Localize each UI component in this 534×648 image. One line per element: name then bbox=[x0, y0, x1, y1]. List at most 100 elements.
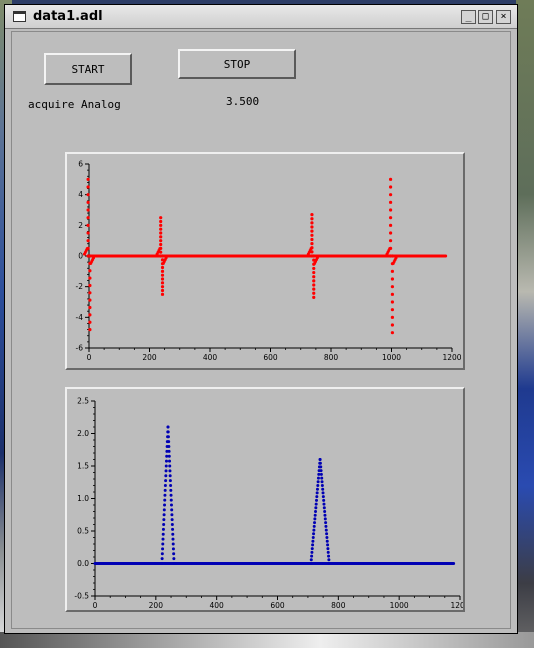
chart1-series bbox=[83, 178, 447, 335]
chart2-point bbox=[326, 540, 329, 543]
start-button[interactable]: START bbox=[44, 53, 132, 85]
chart2-point bbox=[315, 499, 318, 502]
chart2-point bbox=[165, 469, 168, 472]
chart1-x-tick-label: 800 bbox=[324, 353, 339, 362]
chart2-point bbox=[168, 469, 171, 472]
chart2-point bbox=[172, 557, 175, 560]
chart2-point bbox=[325, 529, 328, 532]
chart2-point bbox=[325, 536, 328, 539]
chart1-y-tick-label: -6 bbox=[76, 344, 84, 353]
chart2-point bbox=[167, 435, 170, 438]
chart2-y-tick-label: 0.5 bbox=[77, 527, 89, 536]
chart2-point bbox=[311, 540, 314, 543]
chart2-point bbox=[169, 474, 172, 477]
chart1-point bbox=[161, 281, 164, 284]
chart2-point bbox=[171, 533, 174, 536]
chart2-point bbox=[312, 532, 315, 535]
chart2-point bbox=[169, 489, 172, 492]
chart2-point bbox=[311, 543, 314, 546]
chart2-point bbox=[161, 543, 164, 546]
chart2-point bbox=[172, 543, 175, 546]
chart1-point bbox=[391, 331, 394, 334]
chart2-point bbox=[162, 538, 165, 541]
chart2-point bbox=[324, 525, 327, 528]
chart1-point bbox=[312, 279, 315, 282]
chart2-point bbox=[320, 477, 323, 480]
chart1-point bbox=[391, 254, 394, 257]
chart1-point bbox=[316, 256, 319, 259]
chart2-point bbox=[316, 488, 319, 491]
chart1-point bbox=[312, 275, 315, 278]
chart1-point bbox=[389, 178, 392, 181]
chart2-point bbox=[165, 465, 168, 468]
value-readout: 3.500 bbox=[226, 95, 259, 108]
chart2-point bbox=[317, 477, 320, 480]
chart1-point bbox=[88, 254, 91, 257]
window-icon[interactable] bbox=[13, 11, 26, 22]
stop-button[interactable]: STOP bbox=[178, 49, 296, 79]
chart2-point bbox=[163, 504, 166, 507]
chart2-point bbox=[160, 562, 163, 565]
close-icon[interactable]: × bbox=[496, 10, 511, 24]
chart2-point bbox=[171, 528, 174, 531]
chart2-point bbox=[167, 440, 170, 443]
chart2-x-tick-label: 800 bbox=[331, 601, 346, 610]
chart2-x-tick-label: 600 bbox=[270, 601, 285, 610]
chart2-x-tick-label: 200 bbox=[149, 601, 164, 610]
chart2-point bbox=[173, 562, 176, 565]
chart1-point bbox=[159, 224, 162, 227]
chart2-point bbox=[172, 547, 175, 550]
chart1-point bbox=[86, 193, 89, 196]
app-window: data1.adl _ □ × START STOP acquire Analo… bbox=[4, 4, 518, 634]
chart1-point bbox=[391, 277, 394, 280]
minimize-icon[interactable]: _ bbox=[461, 10, 476, 24]
chart2-point bbox=[164, 474, 167, 477]
chart1-point bbox=[88, 284, 91, 287]
chart1-point bbox=[389, 208, 392, 211]
chart2-point bbox=[168, 450, 171, 453]
chart2-point bbox=[309, 562, 312, 565]
chart2-y-tick-label: 2.5 bbox=[77, 397, 89, 406]
chart1-y-tick-label: 6 bbox=[78, 160, 83, 169]
chart1-point bbox=[307, 253, 310, 256]
chart2-point bbox=[163, 513, 166, 516]
chart1-x-tick-label: 1000 bbox=[382, 353, 401, 362]
chart1-point bbox=[161, 266, 164, 269]
chart1-point bbox=[389, 193, 392, 196]
chart1-point bbox=[161, 274, 164, 277]
chart2-point bbox=[161, 557, 164, 560]
maximize-icon[interactable]: □ bbox=[478, 10, 493, 24]
chart1-point bbox=[88, 306, 91, 309]
chart2-y-tick-label: 1.5 bbox=[77, 462, 89, 471]
chart2-point bbox=[170, 508, 173, 511]
chart2-point bbox=[324, 521, 327, 524]
chart1-point bbox=[391, 308, 394, 311]
chart1-point bbox=[86, 185, 89, 188]
chart2-point bbox=[322, 499, 325, 502]
chart1-point bbox=[312, 267, 315, 270]
chart1-y-tick-label: -4 bbox=[76, 313, 84, 322]
chart2-point bbox=[327, 555, 330, 558]
chart1-point bbox=[88, 313, 91, 316]
chart2-point bbox=[312, 536, 315, 539]
chart2-point bbox=[164, 484, 167, 487]
chart2-point bbox=[161, 547, 164, 550]
chart2-y-tick-label: 0.0 bbox=[77, 559, 89, 568]
chart1-x-tick-label: 1200 bbox=[442, 353, 461, 362]
chart2-point bbox=[315, 495, 318, 498]
chart2-point bbox=[167, 430, 170, 433]
chart2-point bbox=[171, 523, 174, 526]
chart1-point bbox=[159, 235, 162, 238]
chart1-point bbox=[389, 239, 392, 242]
chart2-point bbox=[163, 494, 166, 497]
chart1-point bbox=[310, 234, 313, 237]
chart1-point bbox=[86, 208, 89, 211]
chart2-point bbox=[320, 469, 323, 472]
chart1-point bbox=[391, 300, 394, 303]
title-bar[interactable]: data1.adl _ □ × bbox=[5, 5, 517, 29]
chart1-point bbox=[310, 230, 313, 233]
chart1-point bbox=[86, 216, 89, 219]
chart1-point bbox=[92, 256, 95, 259]
chart1-point bbox=[389, 224, 392, 227]
chart2-point bbox=[321, 488, 324, 491]
